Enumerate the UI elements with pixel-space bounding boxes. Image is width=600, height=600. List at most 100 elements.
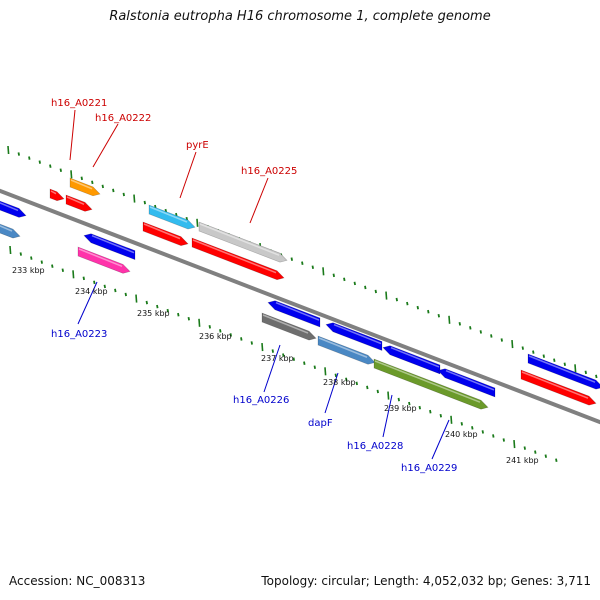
leader-line (77, 281, 98, 325)
gene-red-small-1[interactable] (49, 188, 65, 202)
gene-blue-mid-2[interactable] (325, 322, 383, 351)
gene-blue-mid-1[interactable] (267, 300, 321, 328)
scale-labels: 233 kbp 234 kbp 235 kbp 236 kbp 237 kbp … (12, 266, 539, 465)
leader-line (324, 372, 339, 414)
gene-label-dapf[interactable]: dapF (308, 418, 333, 429)
gene-label-h16-a0222[interactable]: h16_A0222 (95, 113, 151, 124)
gene-label-h16-a0223[interactable]: h16_A0223 (51, 329, 107, 340)
inner-tick (30, 256, 33, 260)
gene-blue-mid-3[interactable] (382, 345, 441, 375)
gene-label-h16-a0221[interactable]: h16_A0221 (51, 98, 107, 109)
outer-tick (437, 313, 440, 318)
inner-tick (145, 300, 148, 305)
gene-label-h16-a0228[interactable]: h16_A0228 (347, 441, 403, 452)
gene-blue-mid-2-highlight (333, 323, 382, 345)
gene-red-pyre-highlight (143, 223, 181, 240)
scale-label-239: 239 kbp (384, 404, 417, 413)
inner-tick (72, 270, 75, 279)
inner-tick (114, 288, 117, 293)
inner-tick (166, 308, 169, 313)
gene-olive-a0228[interactable] (373, 358, 489, 410)
scale-label-236: 236 kbp (199, 332, 232, 341)
scale-label-233: 233 kbp (12, 266, 45, 275)
gene-red-pyre[interactable] (142, 221, 189, 246)
gene-darkgray-a0226[interactable] (261, 312, 317, 341)
gene-blue-a0223-highlight (91, 234, 135, 254)
gene-steelblue-dapf[interactable] (317, 335, 376, 365)
outer-tick (364, 285, 367, 290)
inner-tick (345, 377, 348, 382)
inner-tick (397, 397, 400, 402)
inner-tick (61, 268, 64, 272)
gene-features (0, 177, 600, 410)
gene-red-small-2[interactable] (65, 194, 93, 212)
inner-tick (555, 458, 558, 462)
gene-left-blue-top[interactable] (0, 198, 27, 218)
gene-orange[interactable] (69, 177, 101, 197)
leader-line (263, 344, 281, 393)
outer-tick (532, 350, 535, 354)
inner-tick (534, 450, 537, 454)
inner-tick (355, 381, 358, 386)
outer-tick (343, 277, 346, 282)
gene-left-blue-top-body (0, 200, 27, 218)
inner-tick (82, 276, 85, 281)
inner-tick (103, 284, 106, 289)
gene-label-h16-a0229[interactable]: h16_A0229 (401, 463, 457, 474)
outer-tick (301, 261, 304, 265)
inner-tick (9, 245, 12, 255)
outer-tick (542, 354, 545, 358)
inner-tick (408, 401, 411, 406)
outer-tick (196, 218, 199, 227)
gene-labels: h16_A0221 h16_A0222 pyrE h16_A0225 h16_A… (51, 98, 457, 474)
gene-steelblue-dapf-body (317, 335, 376, 365)
gene-blue-a0223[interactable] (83, 233, 136, 261)
gene-blue-mid-1-body (267, 300, 321, 328)
inner-tick (418, 405, 421, 410)
gene-orange-highlight (70, 179, 93, 190)
outer-tick (427, 309, 430, 314)
chromosome-backbone (0, 188, 600, 425)
inner-tick (303, 361, 306, 365)
inner-tick (187, 316, 190, 321)
leader-line (92, 123, 119, 168)
gene-left-steelblue[interactable] (0, 221, 21, 239)
inner-tick (156, 304, 159, 309)
gene-label-pyre[interactable]: pyrE (186, 140, 209, 151)
gene-red-right[interactable] (520, 369, 597, 406)
outer-tick (332, 273, 335, 278)
gene-label-h16-a0225[interactable]: h16_A0225 (241, 166, 297, 177)
gene-blue-mid-4[interactable] (437, 368, 496, 398)
gene-label-h16-a0226[interactable]: h16_A0226 (233, 395, 289, 406)
outer-tick (448, 315, 451, 324)
inner-tick (51, 264, 54, 268)
outer-tick (511, 339, 514, 349)
inner-tick (198, 318, 201, 327)
gene-lightgray-a0225[interactable] (198, 221, 288, 263)
outer-tick (112, 188, 115, 193)
inner-tick (208, 325, 211, 329)
leader-line (69, 109, 76, 161)
gene-red-small-2-body (65, 194, 93, 212)
leader-line (431, 419, 450, 460)
inner-tick (19, 252, 22, 256)
outer-tick (490, 334, 493, 338)
outer-tick (469, 326, 472, 330)
gene-blue-mid-3-body (382, 345, 441, 375)
topology-text: Topology: circular; Length: 4,052,032 bp… (261, 574, 591, 588)
outer-tick (574, 364, 577, 373)
inner-tick (460, 422, 463, 426)
inner-tick (219, 329, 222, 333)
outer-tick (143, 200, 146, 205)
gene-magenta-body (77, 246, 131, 274)
gene-blue-right-highlight (528, 355, 596, 383)
outer-tick (49, 164, 52, 168)
scale-label-237: 237 kbp (261, 354, 294, 363)
leader-line (249, 177, 269, 224)
outer-tick (101, 184, 104, 189)
gene-magenta[interactable] (77, 246, 131, 274)
gene-cyan[interactable] (148, 204, 196, 230)
gene-red-long[interactable] (191, 237, 285, 281)
leader-line (382, 394, 393, 438)
